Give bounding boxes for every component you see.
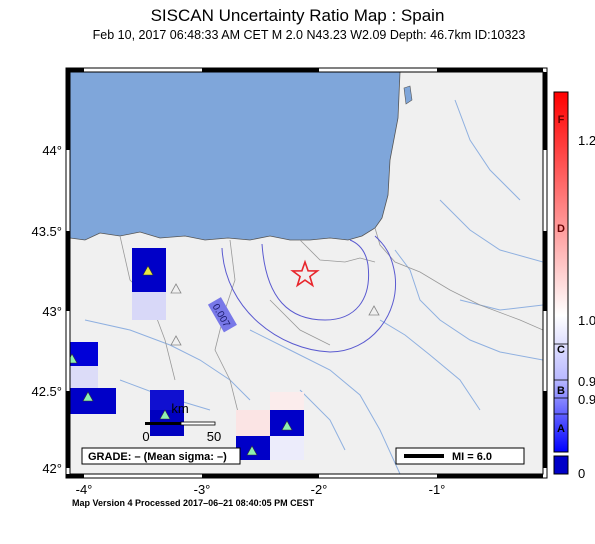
cb-value: 0: [578, 466, 585, 481]
map-title: SISCAN Uncertainty Ratio Map : Spain: [150, 6, 445, 25]
svg-text:MI = 6.0: MI = 6.0: [452, 451, 492, 463]
event-info: Feb 10, 2017 06:48:33 AM CET M 2.0 N43.2…: [92, 28, 526, 42]
station-marker: [246, 445, 258, 456]
cb-letter: A: [557, 423, 565, 435]
epicenter-star-icon: [290, 259, 320, 288]
lat-tick-label: 43.5°: [31, 224, 62, 239]
cb-value: 0.9: [578, 374, 595, 389]
station-marker: [70, 353, 78, 364]
seismic-stations: [70, 265, 380, 456]
station-marker: [170, 335, 182, 346]
lon-tick-label: -3°: [194, 482, 211, 497]
svg-text:GRADE: – (Mean sigma: –): GRADE: – (Mean sigma: –): [88, 451, 227, 463]
grade-box: GRADE: – (Mean sigma: –): [81, 447, 241, 465]
cb-letter: D: [557, 223, 565, 235]
cb-value: 1.0: [578, 313, 595, 328]
lat-tick-label: 44°: [42, 143, 62, 158]
colorbar: F D C B A 1.2 1.0 0.9 0.9 0: [553, 91, 595, 481]
cb-letter: B: [557, 385, 565, 397]
cb-letter: C: [557, 344, 565, 356]
bay-of-biscay: [70, 72, 401, 241]
svg-text:0: 0: [142, 429, 149, 444]
lon-tick-label: -2°: [311, 482, 328, 497]
cb-letter: F: [558, 114, 565, 126]
cb-value: 1.2: [578, 133, 595, 148]
lat-tick-label: 42.5°: [31, 384, 62, 399]
footer-info: Map Version 4 Processed 2017–06–21 08:40…: [72, 498, 315, 508]
uncertainty-contours: [221, 235, 397, 353]
station-marker: [170, 283, 182, 294]
scale-bar: km 0 50: [142, 401, 221, 444]
svg-text:km: km: [171, 401, 188, 416]
station-marker: [368, 305, 380, 316]
station-marker: [159, 409, 171, 420]
lon-tick-label: -1°: [429, 482, 446, 497]
mi-legend: MI = 6.0: [395, 447, 525, 465]
svg-text:50: 50: [207, 429, 221, 444]
lon-tick-label: -4°: [76, 482, 93, 497]
station-marker: [142, 265, 154, 276]
lat-tick-label: 43°: [42, 304, 62, 319]
station-marker: [82, 391, 94, 402]
map-frame: [65, 67, 548, 479]
lat-tick-label: 42°: [42, 461, 62, 476]
cb-value: 0.9: [578, 392, 595, 407]
axis-labels: -4° -3° -2° -1° 44° 43.5° 43° 42.5° 42°: [31, 143, 445, 497]
rivers: [84, 99, 543, 474]
station-marker: [281, 420, 293, 431]
